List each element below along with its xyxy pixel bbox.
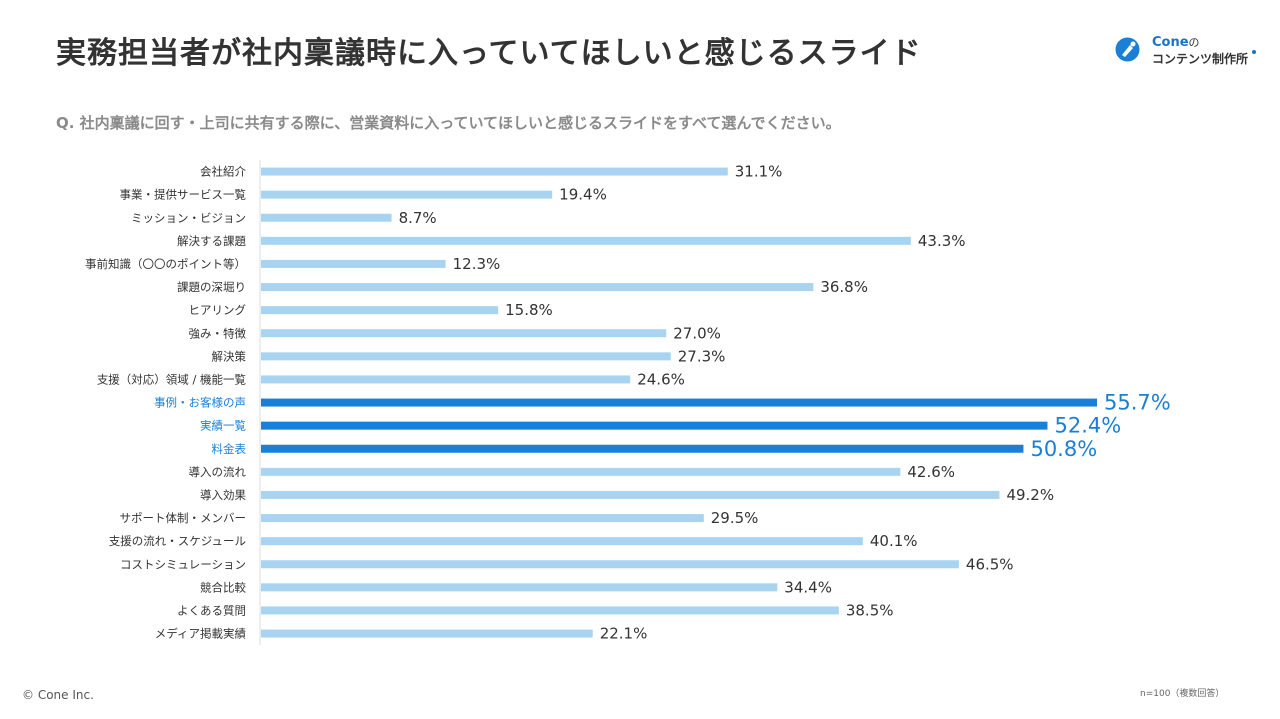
value-label: 36.8% bbox=[820, 278, 868, 296]
survey-question: Q. 社内稟議に回す・上司に共有する際に、営業資料に入っていてほしいと感じるスラ… bbox=[56, 114, 841, 132]
bar bbox=[261, 306, 499, 315]
value-label: 34.4% bbox=[784, 578, 832, 596]
bar bbox=[261, 560, 959, 569]
bar bbox=[261, 190, 553, 199]
category-label: 事例・お客様の声 bbox=[154, 396, 246, 410]
sample-note: n=100（複数回答） bbox=[1140, 689, 1225, 699]
value-label: 50.8% bbox=[1030, 437, 1097, 461]
value-label: 49.2% bbox=[1006, 486, 1054, 504]
value-label: 15.8% bbox=[505, 301, 553, 319]
copyright: © Cone Inc. bbox=[22, 688, 94, 702]
bar bbox=[261, 606, 839, 615]
bar bbox=[261, 236, 911, 245]
value-label: 24.6% bbox=[637, 370, 685, 388]
page-title: 実務担当者が社内稟議時に入っていてほしいと感じるスライド bbox=[56, 36, 922, 71]
bar bbox=[261, 537, 863, 546]
logo-brand-text: Coneの bbox=[1152, 35, 1200, 50]
value-label: 46.5% bbox=[966, 555, 1014, 573]
category-label: 課題の深堀り bbox=[177, 280, 246, 294]
value-label: 8.7% bbox=[399, 209, 437, 227]
value-label: 55.7% bbox=[1104, 391, 1171, 415]
category-label: 会社紹介 bbox=[200, 165, 246, 179]
category-label: 実績一覧 bbox=[200, 419, 246, 433]
bar bbox=[261, 444, 1024, 453]
bar bbox=[261, 283, 814, 292]
bar bbox=[261, 421, 1048, 430]
bar bbox=[261, 329, 667, 338]
bar bbox=[261, 213, 392, 222]
category-label: 導入効果 bbox=[200, 488, 246, 502]
logo-dot bbox=[1252, 50, 1256, 54]
value-label: 29.5% bbox=[711, 509, 759, 527]
bar-chart: 会社紹介 31.1% 事業・提供サービス一覧 19.4% ミッション・ビジョン 8.7% 解… bbox=[85, 160, 1171, 646]
cone-pen-icon bbox=[1115, 37, 1140, 62]
value-label: 40.1% bbox=[870, 532, 918, 550]
value-label: 38.5% bbox=[846, 601, 894, 619]
category-label: よくある質問 bbox=[177, 603, 246, 617]
value-label: 42.6% bbox=[907, 463, 955, 481]
bar bbox=[261, 583, 778, 592]
category-label: 解決する課題 bbox=[177, 234, 246, 248]
bar bbox=[261, 629, 593, 638]
category-label: ヒアリング bbox=[189, 303, 247, 317]
category-label: 事前知識（〇〇のポイント等） bbox=[85, 257, 246, 271]
bar bbox=[261, 259, 446, 268]
value-label: 52.4% bbox=[1054, 414, 1121, 438]
category-label: 競合比較 bbox=[200, 580, 246, 594]
category-label: 支援の流れ・スケジュール bbox=[109, 534, 246, 548]
logo-subtitle: コンテンツ制作所 bbox=[1152, 52, 1249, 66]
value-label: 43.3% bbox=[918, 232, 966, 250]
bar bbox=[261, 167, 728, 176]
value-label: 12.3% bbox=[453, 255, 501, 273]
value-label: 27.3% bbox=[678, 347, 726, 365]
category-label: 料金表 bbox=[212, 442, 247, 456]
bar bbox=[261, 375, 631, 384]
category-label: 導入の流れ bbox=[189, 465, 247, 479]
category-label: 解決策 bbox=[212, 349, 247, 363]
value-label: 19.4% bbox=[559, 186, 607, 204]
category-label: コストシミュレーション bbox=[120, 557, 246, 571]
value-label: 31.1% bbox=[735, 163, 783, 181]
category-label: サポート体制・メンバー bbox=[120, 511, 247, 525]
category-label: 支援（対応）領域 / 機能一覧 bbox=[97, 372, 246, 386]
brand-logo: Coneの コンテンツ制作所 bbox=[1115, 34, 1260, 68]
value-label: 27.0% bbox=[673, 324, 721, 342]
category-label: ミッション・ビジョン bbox=[131, 211, 246, 225]
category-label: メディア掲載実績 bbox=[155, 627, 247, 641]
category-label: 事業・提供サービス一覧 bbox=[120, 188, 247, 202]
value-label: 22.1% bbox=[600, 625, 648, 643]
bar bbox=[261, 514, 704, 523]
category-label: 強み・特徴 bbox=[189, 326, 247, 340]
bar bbox=[261, 467, 901, 476]
bar bbox=[261, 490, 1000, 499]
bar bbox=[261, 398, 1097, 407]
bar bbox=[261, 352, 671, 361]
